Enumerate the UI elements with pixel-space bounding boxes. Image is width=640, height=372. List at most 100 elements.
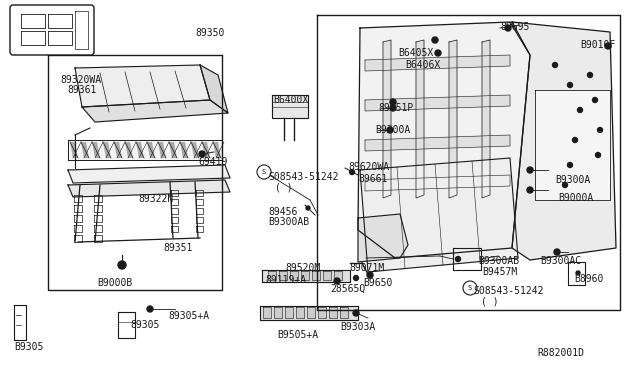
- Polygon shape: [68, 165, 230, 183]
- Polygon shape: [449, 40, 457, 198]
- Text: ( ): ( ): [275, 182, 292, 192]
- Text: 89695: 89695: [500, 22, 529, 32]
- Text: B9300A: B9300A: [375, 125, 410, 135]
- Text: B9000A: B9000A: [558, 193, 593, 203]
- Text: B6406X: B6406X: [405, 60, 440, 70]
- Circle shape: [598, 128, 602, 132]
- Polygon shape: [360, 158, 518, 272]
- Text: B6400X: B6400X: [273, 95, 308, 105]
- Circle shape: [576, 271, 580, 275]
- Text: B9300A: B9300A: [555, 175, 590, 185]
- Circle shape: [390, 105, 396, 111]
- Text: 89620WA: 89620WA: [348, 162, 389, 172]
- Circle shape: [527, 167, 533, 173]
- Text: 89119+A: 89119+A: [265, 275, 306, 285]
- Polygon shape: [48, 31, 72, 45]
- Polygon shape: [262, 270, 350, 282]
- Text: B9305: B9305: [14, 342, 44, 352]
- Circle shape: [568, 163, 573, 167]
- Circle shape: [554, 249, 560, 255]
- Polygon shape: [169, 142, 177, 158]
- Circle shape: [505, 25, 511, 31]
- Polygon shape: [158, 142, 166, 158]
- Polygon shape: [274, 307, 282, 318]
- Polygon shape: [70, 142, 78, 158]
- Text: 89520M: 89520M: [285, 263, 320, 273]
- Circle shape: [588, 73, 593, 77]
- FancyBboxPatch shape: [10, 5, 94, 55]
- Polygon shape: [365, 95, 510, 111]
- Text: S: S: [262, 169, 266, 175]
- Polygon shape: [260, 306, 358, 320]
- Polygon shape: [365, 55, 510, 71]
- Circle shape: [432, 37, 438, 43]
- Polygon shape: [103, 142, 111, 158]
- Polygon shape: [312, 271, 320, 280]
- Polygon shape: [21, 31, 45, 45]
- Circle shape: [387, 127, 393, 133]
- Polygon shape: [114, 142, 122, 158]
- Circle shape: [573, 138, 577, 142]
- Text: B9300AC: B9300AC: [540, 256, 581, 266]
- Polygon shape: [81, 142, 89, 158]
- Polygon shape: [482, 40, 490, 198]
- Text: S08543-51242: S08543-51242: [268, 172, 339, 182]
- Text: 89651P: 89651P: [378, 103, 413, 113]
- Polygon shape: [68, 180, 230, 197]
- Polygon shape: [200, 65, 228, 113]
- Polygon shape: [340, 307, 348, 318]
- Circle shape: [595, 153, 600, 157]
- Circle shape: [563, 183, 568, 187]
- Polygon shape: [329, 307, 337, 318]
- Polygon shape: [285, 307, 293, 318]
- Text: B9303A: B9303A: [340, 322, 375, 332]
- Text: B8960: B8960: [574, 274, 604, 284]
- Text: 89322N: 89322N: [138, 194, 173, 204]
- Polygon shape: [301, 271, 309, 280]
- Polygon shape: [318, 307, 326, 318]
- Polygon shape: [21, 14, 45, 28]
- Text: B9650: B9650: [363, 278, 392, 288]
- Text: 89305: 89305: [130, 320, 159, 330]
- Text: 28565Q: 28565Q: [330, 284, 365, 294]
- Polygon shape: [358, 214, 408, 262]
- Text: 89351: 89351: [163, 243, 193, 253]
- Circle shape: [456, 257, 461, 262]
- Polygon shape: [416, 40, 424, 198]
- Text: B9505+A: B9505+A: [277, 330, 318, 340]
- Circle shape: [568, 83, 573, 87]
- Polygon shape: [323, 271, 331, 280]
- Text: 89320WA: 89320WA: [60, 75, 101, 85]
- Polygon shape: [191, 142, 199, 158]
- Text: S: S: [468, 285, 472, 291]
- Text: B9010F: B9010F: [580, 40, 615, 50]
- Polygon shape: [202, 142, 210, 158]
- Polygon shape: [48, 14, 72, 28]
- Polygon shape: [272, 95, 308, 118]
- Text: B9000B: B9000B: [97, 278, 132, 288]
- Circle shape: [435, 50, 441, 56]
- Polygon shape: [75, 11, 88, 49]
- Text: 89071M: 89071M: [349, 263, 384, 273]
- Polygon shape: [535, 90, 610, 200]
- Text: B9457M: B9457M: [482, 267, 517, 277]
- Text: 89661: 89661: [358, 174, 387, 184]
- Circle shape: [367, 272, 373, 278]
- Circle shape: [593, 97, 598, 103]
- Polygon shape: [213, 142, 221, 158]
- Polygon shape: [125, 142, 133, 158]
- Circle shape: [605, 43, 611, 49]
- Text: 89305+A: 89305+A: [168, 311, 209, 321]
- Text: 89361: 89361: [67, 85, 97, 95]
- Polygon shape: [358, 22, 530, 258]
- Text: S08543-51242: S08543-51242: [473, 286, 543, 296]
- Text: B6405X: B6405X: [398, 48, 433, 58]
- Circle shape: [353, 276, 358, 280]
- Circle shape: [306, 206, 310, 210]
- Polygon shape: [334, 271, 342, 280]
- Polygon shape: [365, 175, 510, 191]
- Polygon shape: [263, 307, 271, 318]
- Circle shape: [199, 151, 205, 157]
- Circle shape: [147, 306, 153, 312]
- Text: R882001D: R882001D: [537, 348, 584, 358]
